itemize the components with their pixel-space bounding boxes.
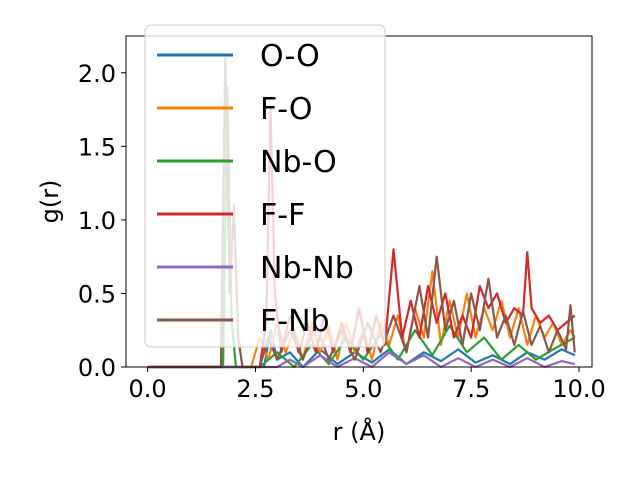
y-tick-label: 0.5 <box>78 280 116 308</box>
legend: O-O F-O Nb-O F-F Nb-Nb F-Nb <box>144 24 386 348</box>
legend-label-nb-o: Nb-O <box>260 145 337 180</box>
series-line-o-o <box>147 329 576 369</box>
y-tick-label: 1.5 <box>78 133 116 161</box>
legend-label-o-o: O-O <box>260 39 320 74</box>
x-axis-label: r (Å) <box>333 417 386 446</box>
legend-label-f-o: F-O <box>260 92 313 127</box>
x-axis: 0.0 2.5 5.0 7.5 10.0 <box>128 367 606 403</box>
x-tick-label: 2.5 <box>236 375 274 403</box>
x-tick-label: 0.0 <box>128 375 166 403</box>
x-tick-label: 7.5 <box>452 375 490 403</box>
legend-label-f-f: F-F <box>260 198 305 233</box>
y-tick-label: 2.0 <box>78 60 116 88</box>
legend-label-nb-nb: Nb-Nb <box>260 251 354 286</box>
y-axis: 0.0 0.5 1.0 1.5 2.0 <box>78 60 126 382</box>
series-line-nb-nb <box>147 351 575 369</box>
y-tick-label: 1.0 <box>78 207 116 235</box>
y-axis-label: g(r) <box>36 180 64 224</box>
legend-label-f-nb: F-Nb <box>260 304 330 339</box>
x-tick-label: 10.0 <box>552 375 605 403</box>
x-tick-label: 5.0 <box>344 375 382 403</box>
y-tick-label: 0.0 <box>78 354 116 382</box>
